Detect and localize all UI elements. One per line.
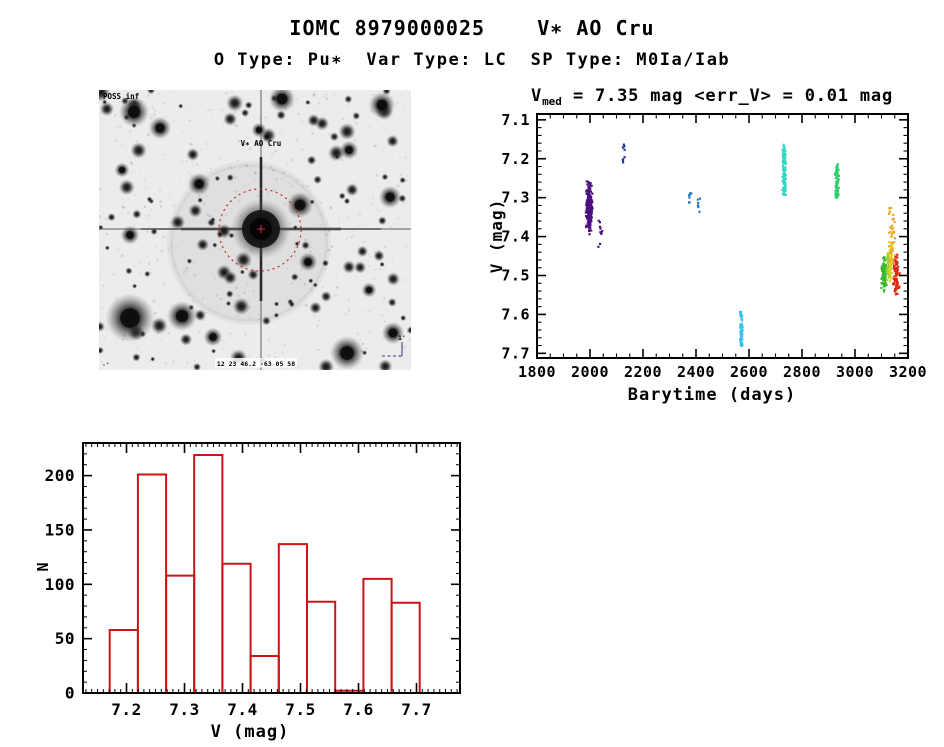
hist-y-tick-label: 150 — [45, 520, 75, 539]
histogram-x-axis-label: V (mag) — [210, 722, 290, 742]
page-title: IOMC 8979000025 V∗ AO Cru — [289, 16, 655, 40]
scatter-x-tick-label: 2000 — [571, 363, 609, 381]
hist-y-tick-label: 200 — [45, 466, 75, 485]
finder-field-stars — [99, 90, 411, 370]
finder-coords-label: 12 23 46.2 -63 05 58 — [217, 360, 295, 368]
scatter-title-v: V — [531, 86, 543, 106]
lightcurve-scatter-plot: 1800 2000 2200 2400 2600 2800 3000 3200 7.1 7.2 7.… — [501, 111, 927, 381]
scatter-y-tick-label: 7.6 — [501, 305, 530, 323]
hist-x-tick-label: 7.7 — [401, 700, 431, 719]
scatter-title: Vmed = 7.35 mag <err_V> = 0.01 mag — [480, 86, 944, 108]
hist-x-tick-label: 7.3 — [169, 700, 199, 719]
scatter-cluster-epoch-3-blue-a — [688, 192, 693, 204]
page-subtitle: O Type: Pu∗ Var Type: LC SP Type: M0Ia/I… — [213, 50, 731, 70]
hist-x-tick-label: 7.2 — [111, 700, 141, 719]
scatter-title-subscript: med — [542, 95, 562, 108]
hist-axes-group — [82, 442, 461, 694]
hist-bar — [136, 473, 168, 693]
hist-bar — [306, 600, 337, 693]
magnitude-histogram: 7.2 7.3 7.4 7.5 7.6 7.7 0 50 100 150 200 — [45, 442, 461, 719]
hist-bar — [390, 601, 421, 693]
scatter-x-tick-label: 1800 — [518, 363, 556, 381]
scatter-tick-labels: 1800 2000 2200 2400 2600 2800 3000 3200 7.1 7.2 7.… — [501, 111, 927, 381]
hist-bar — [193, 454, 224, 693]
hist-x-tick-label: 7.6 — [343, 700, 373, 719]
scatter-y-tick-label: 7.5 — [501, 266, 530, 284]
scatter-y-tick-label: 7.1 — [501, 111, 530, 129]
scatter-cluster-epoch-7-red — [892, 253, 901, 296]
hist-x-tick-label: 7.5 — [285, 700, 315, 719]
scatter-x-tick-label: 2200 — [624, 363, 662, 381]
scatter-cluster-epoch-3-blue-b — [696, 197, 702, 213]
scatter-y-tick-label: 7.3 — [501, 189, 530, 207]
hist-bars-group — [108, 454, 421, 693]
finder-corner-label: ·' — [102, 361, 110, 369]
hist-bar — [277, 543, 308, 693]
scatter-y-tick-label: 7.2 — [501, 150, 530, 168]
scatter-points-group — [584, 143, 901, 347]
scatter-title-rest: = 7.35 mag <err_V> = 0.01 mag — [561, 86, 893, 106]
scatter-cluster-epoch-5-turquoise — [781, 143, 787, 197]
scatter-cluster-epoch-2-navy-a — [621, 143, 626, 151]
scatter-cluster-epoch-7-orange — [888, 206, 897, 265]
hist-bar — [249, 655, 280, 693]
finder-target-ring — [218, 188, 302, 272]
scatter-cluster-epoch-6-green — [833, 163, 840, 199]
hist-bar — [108, 629, 139, 693]
scatter-cluster-epoch-7-green — [880, 256, 889, 293]
finder-scale-label: 1' — [398, 334, 406, 342]
scatter-x-tick-label: 2400 — [677, 363, 715, 381]
finder-chart-image: POSS inf V∗ AO Cru 12 23 46.2 -63 05 58 ·' 1… — [99, 90, 411, 370]
finder-target-cross — [257, 225, 265, 233]
scatter-cluster-epoch-1-purple — [584, 180, 594, 236]
scatter-x-tick-label: 2600 — [730, 363, 768, 381]
finder-survey-label: POSS inf — [103, 92, 139, 101]
finder-scale-mark — [382, 342, 404, 357]
hist-bar — [165, 574, 196, 693]
scatter-x-axis-label: Barytime (days) — [627, 385, 797, 405]
scatter-x-tick-label: 3200 — [889, 363, 927, 381]
hist-y-tick-label: 0 — [65, 684, 75, 703]
hist-bar — [362, 577, 393, 693]
hist-tick-labels: 7.2 7.3 7.4 7.5 7.6 7.7 0 50 100 150 200 — [45, 466, 432, 719]
hist-y-tick-label: 50 — [55, 629, 75, 648]
finder-target-label: V∗ AO Cru — [241, 139, 282, 148]
hist-bar — [221, 562, 252, 693]
scatter-cluster-epoch-1-purple-outliers — [597, 219, 604, 248]
scatter-axes-group — [536, 113, 909, 359]
hist-x-tick-label: 7.4 — [227, 700, 257, 719]
scatter-x-tick-label: 2800 — [783, 363, 821, 381]
hist-y-tick-label: 100 — [45, 575, 75, 594]
scatter-x-tick-label: 3000 — [836, 363, 874, 381]
scatter-y-tick-label: 7.4 — [501, 228, 530, 246]
scatter-y-tick-label: 7.7 — [501, 344, 530, 362]
scatter-cluster-epoch-4-cyan — [739, 310, 744, 347]
scatter-cluster-epoch-2-navy-b — [621, 156, 626, 164]
